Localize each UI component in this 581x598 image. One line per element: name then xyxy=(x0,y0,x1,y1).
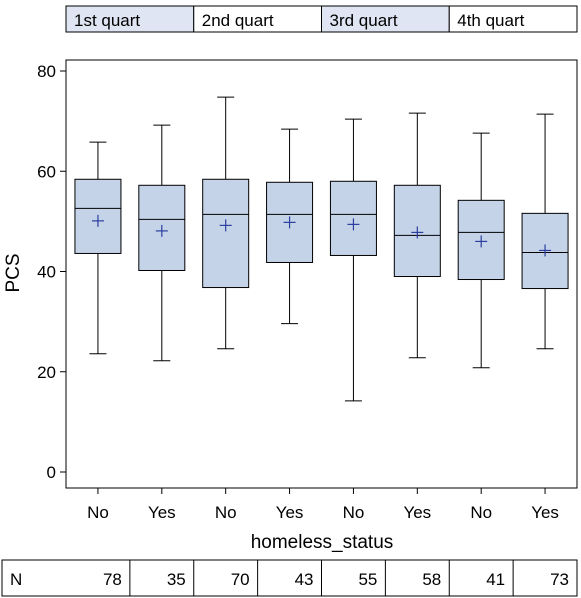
n-value: 35 xyxy=(167,570,186,589)
group-header-cell xyxy=(321,5,450,33)
mean-marker xyxy=(219,219,232,232)
x-tick-label: Yes xyxy=(148,503,176,522)
mean-marker xyxy=(155,224,168,237)
x-axis: No Yes No Yes No Yes No Yes xyxy=(87,488,559,522)
group-header: 1st quart 2nd quart 3rd quart 4th quart xyxy=(65,5,578,33)
n-value: 43 xyxy=(295,570,314,589)
box-6 xyxy=(393,112,441,359)
x-tick-label: No xyxy=(343,503,365,522)
x-tick-label: No xyxy=(215,503,237,522)
x-tick-label: Yes xyxy=(531,503,559,522)
n-value: 55 xyxy=(358,570,377,589)
box-1 xyxy=(74,141,122,355)
mean-marker xyxy=(283,216,296,229)
group-header-label: 1st quart xyxy=(74,11,140,30)
mean-marker xyxy=(347,218,360,231)
n-value: 70 xyxy=(231,570,250,589)
mean-marker xyxy=(475,235,488,248)
y-tick-label: 60 xyxy=(37,162,56,181)
iqr-box xyxy=(202,178,250,289)
n-value: 58 xyxy=(422,570,441,589)
mean-marker xyxy=(411,226,424,239)
n-count-table: N 78 35 70 43 55 58 41 73 xyxy=(1,559,578,597)
y-tick-label: 40 xyxy=(37,263,56,282)
y-axis-label: PCS xyxy=(3,253,24,292)
box-8 xyxy=(521,113,569,350)
plot-frame xyxy=(65,59,578,489)
x-tick-label: Yes xyxy=(403,503,431,522)
group-header-label: 4th quart xyxy=(457,11,524,30)
x-axis-label: homeless_status xyxy=(251,532,394,553)
y-tick-label: 20 xyxy=(37,363,56,382)
box-4 xyxy=(266,128,314,325)
n-table-frame xyxy=(1,559,578,597)
group-header-label: 2nd quart xyxy=(202,11,274,30)
box-5 xyxy=(329,118,377,402)
box-3 xyxy=(202,96,250,350)
y-axis: 0 20 40 60 80 xyxy=(37,62,66,482)
iqr-box xyxy=(329,180,377,256)
group-header-cell xyxy=(65,5,195,33)
plot-area xyxy=(65,59,578,489)
group-header-cell xyxy=(448,5,578,33)
mean-marker xyxy=(91,214,104,227)
x-tick-label: Yes xyxy=(276,503,304,522)
y-tick-label: 80 xyxy=(37,62,56,81)
n-value: 78 xyxy=(103,570,122,589)
group-header-cell xyxy=(193,5,322,33)
y-tick-label: 0 xyxy=(47,463,56,482)
x-tick-label: No xyxy=(470,503,492,522)
n-value: 41 xyxy=(486,570,505,589)
box-2 xyxy=(138,124,186,362)
group-header-label: 3rd quart xyxy=(330,11,398,30)
mean-marker xyxy=(539,244,552,257)
x-tick-label: No xyxy=(87,503,109,522)
n-value: 73 xyxy=(550,570,569,589)
n-row-label: N xyxy=(10,570,22,589)
box-7 xyxy=(457,132,505,369)
